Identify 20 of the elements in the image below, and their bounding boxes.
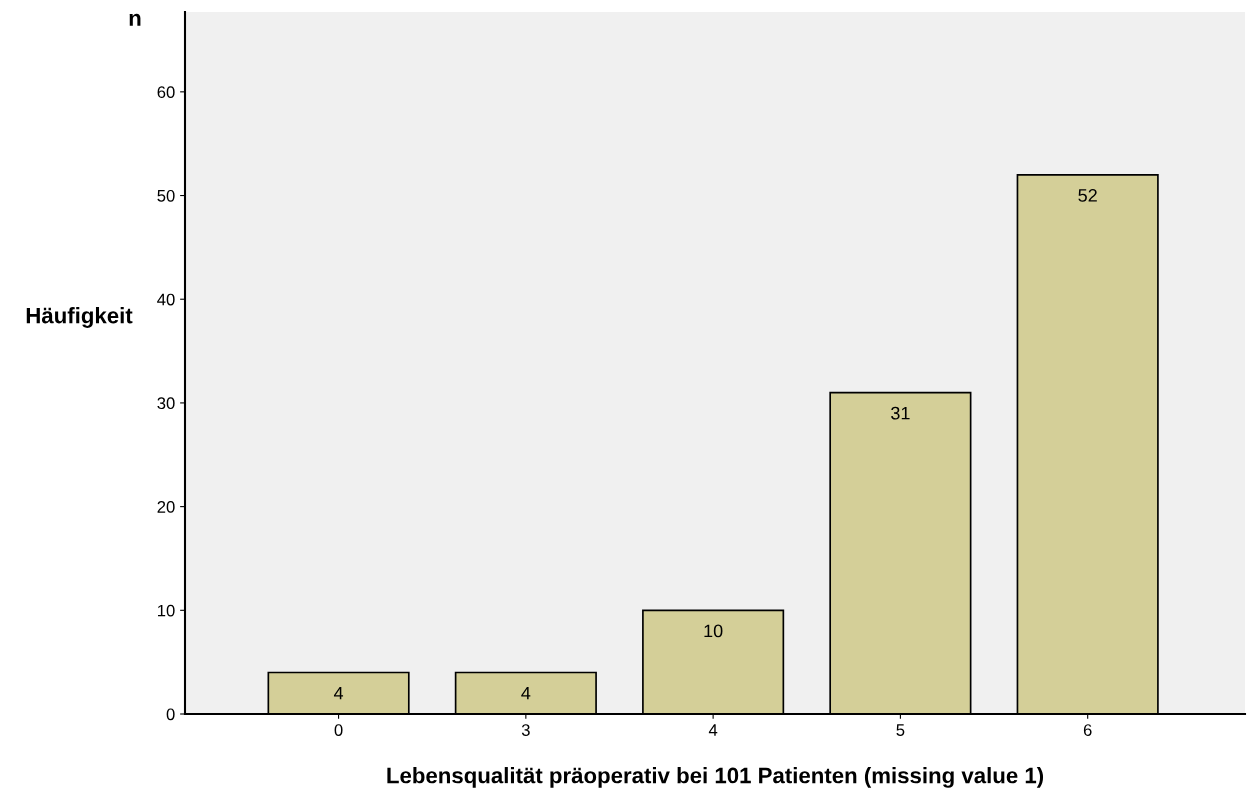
- y-tick-label: 0: [166, 708, 175, 721]
- data-label: 31: [891, 406, 910, 420]
- y-tick-label: 10: [158, 604, 175, 617]
- data-label: 4: [521, 686, 531, 700]
- y-tick-label: 20: [157, 501, 175, 513]
- y-tick-label: 40: [157, 293, 175, 306]
- x-axis-title: Lebensqualität präoperativ bei 101 Patienten (missing value 1): [387, 767, 1044, 788]
- text: n: [129, 13, 141, 26]
- x-tick-label: 4: [708, 724, 718, 736]
- x-tick-label: 5: [896, 724, 905, 736]
- data-label: 52: [1078, 189, 1097, 202]
- x-tick-label: 6: [1083, 724, 1092, 736]
- y-axis-title: Häufigkeit: [26, 307, 133, 328]
- y-tick-label: 30: [157, 397, 175, 410]
- y-tick-label: 50: [157, 189, 175, 202]
- y-tick-label: 60: [157, 86, 175, 99]
- x-tick-label: 3: [521, 724, 530, 736]
- x-tick-label: 0: [334, 724, 343, 736]
- data-label: 4: [333, 686, 344, 700]
- data-label: 10: [704, 624, 723, 638]
